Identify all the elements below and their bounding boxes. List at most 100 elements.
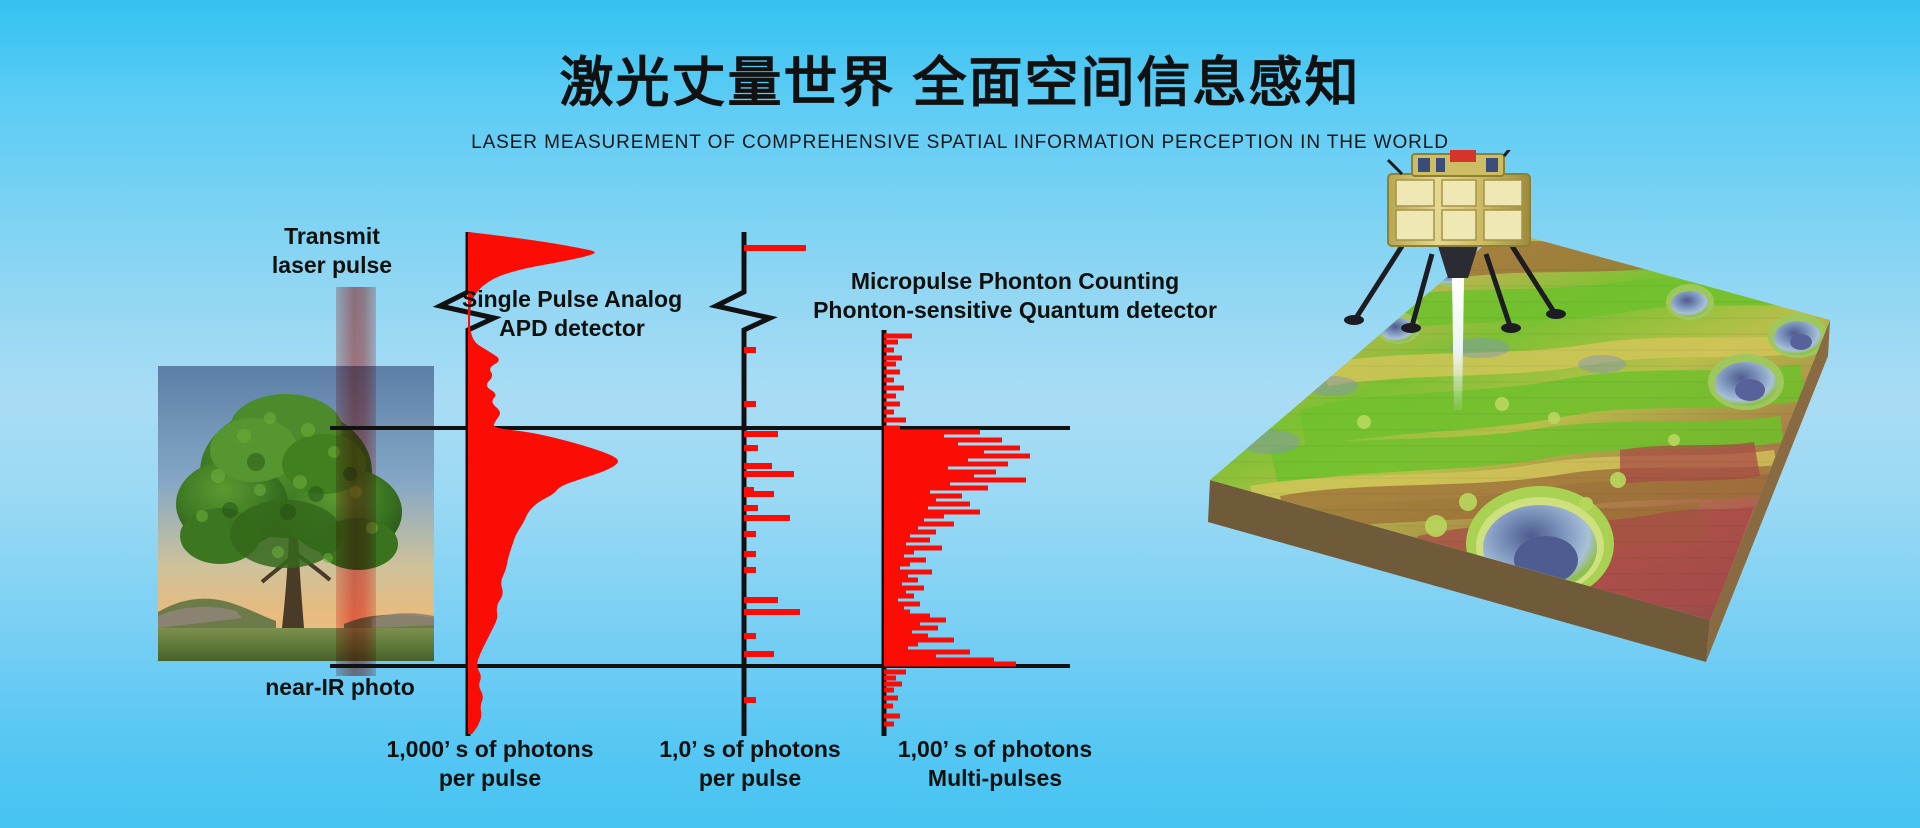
photon-return-bar bbox=[884, 477, 1026, 483]
photon-return-bar bbox=[884, 457, 968, 463]
page-title: 激光丈量世界 全面空间信息感知 bbox=[559, 53, 1361, 113]
photon-return-bar bbox=[884, 473, 974, 479]
crater bbox=[1708, 354, 1784, 410]
photon-return-bar bbox=[884, 513, 944, 519]
photon-return-bar bbox=[884, 493, 962, 499]
lidar-waveform-diagram: Transmit laser pulse Single Pulse Analog… bbox=[158, 223, 1217, 792]
plot-micropulse-photon-counting bbox=[881, 330, 1030, 736]
plot-sparse-photon-counting bbox=[708, 232, 806, 736]
footer-plot3-photon-count: 1,00’ s of photons Multi-pulses bbox=[897, 736, 1093, 792]
photon-return-bar bbox=[744, 463, 772, 469]
photon-return-bar bbox=[884, 453, 1030, 459]
photon-return-bar bbox=[884, 661, 1016, 667]
photon-return-bar bbox=[884, 465, 948, 471]
photon-return-bar bbox=[884, 675, 896, 681]
photon-return-bar bbox=[884, 545, 942, 551]
photon-return-bar bbox=[884, 613, 930, 619]
photon-return-bar bbox=[884, 617, 946, 623]
photon-return-bar bbox=[884, 489, 930, 495]
photon-return-bar bbox=[884, 605, 904, 611]
crater bbox=[1768, 314, 1828, 358]
plot1-waveform-fill bbox=[468, 232, 618, 734]
photon-return-bar bbox=[884, 505, 928, 511]
photon-return-bar bbox=[884, 361, 896, 367]
elevation-terrain-mesh bbox=[1208, 230, 1830, 662]
photon-return-bar bbox=[744, 567, 756, 573]
photon-return-bar bbox=[884, 549, 914, 555]
photon-return-bar bbox=[884, 695, 898, 701]
photon-return-bar bbox=[884, 347, 894, 353]
photon-return-bar bbox=[744, 445, 758, 451]
label-near-ir-photo: near-IR photo bbox=[265, 674, 415, 700]
photon-return-bar bbox=[884, 577, 918, 583]
photon-return-bar bbox=[884, 525, 918, 531]
photon-return-bar bbox=[884, 437, 1002, 443]
photon-return-bar bbox=[884, 445, 1020, 451]
photon-return-bar bbox=[884, 609, 910, 615]
plot-single-pulse-analog bbox=[432, 232, 618, 736]
photon-return-bar bbox=[744, 531, 756, 537]
header: 激光丈量世界 全面空间信息感知 LASER MEASUREMENT OF COM… bbox=[0, 0, 1920, 154]
photon-return-bar bbox=[884, 585, 924, 591]
photon-return-bar bbox=[884, 333, 912, 339]
label-micropulse-photon-counting: Micropulse Phonton Counting Phonton-sens… bbox=[813, 268, 1217, 324]
photon-return-bar bbox=[744, 431, 778, 437]
photon-return-bar bbox=[744, 651, 774, 657]
photon-return-bar bbox=[744, 245, 806, 251]
footer-plot2-photon-count: 1,0’ s of photons per pulse bbox=[659, 736, 841, 792]
photon-return-bar bbox=[744, 347, 756, 353]
photon-return-bar bbox=[884, 589, 906, 595]
photon-return-bar bbox=[884, 441, 958, 447]
transmit-laser-beam bbox=[336, 287, 376, 676]
plot3-bars bbox=[884, 333, 1030, 727]
photon-return-bar bbox=[884, 461, 1008, 467]
photon-return-bar bbox=[744, 505, 758, 511]
photon-return-bar bbox=[884, 593, 914, 599]
photon-return-bar bbox=[744, 697, 756, 703]
photon-return-bar bbox=[744, 401, 756, 407]
plot2-axis bbox=[708, 232, 778, 736]
photon-return-bar bbox=[884, 481, 950, 487]
photon-return-bar bbox=[884, 561, 910, 567]
photon-return-bar bbox=[884, 377, 894, 383]
photon-return-bar bbox=[884, 681, 902, 687]
photon-return-bar bbox=[884, 449, 984, 455]
photon-return-bar bbox=[884, 339, 898, 345]
photon-return-bar bbox=[744, 633, 756, 639]
photon-return-bar bbox=[884, 521, 954, 527]
photon-return-bar bbox=[884, 569, 932, 575]
photon-return-bar bbox=[744, 491, 774, 497]
photon-return-bar bbox=[884, 713, 900, 719]
lunar-lander-terrain-scene bbox=[1150, 150, 1920, 770]
photon-return-bar bbox=[884, 385, 904, 391]
label-transmit-laser-pulse: Transmit laser pulse bbox=[271, 223, 393, 279]
lidar-laser-beam bbox=[1452, 278, 1464, 410]
photon-return-bar bbox=[884, 533, 910, 539]
photon-return-bar bbox=[884, 393, 896, 399]
terrain-scene-graphic bbox=[1208, 150, 1830, 662]
photon-return-bar bbox=[884, 553, 904, 559]
photon-return-bar bbox=[884, 633, 928, 639]
photon-return-bar bbox=[884, 581, 902, 587]
lunar-lander bbox=[1344, 150, 1566, 333]
photon-return-bar bbox=[744, 487, 754, 493]
photon-return-bar bbox=[744, 597, 778, 603]
photon-return-bar bbox=[884, 401, 900, 407]
photon-return-bar bbox=[884, 687, 894, 693]
photon-return-bar bbox=[884, 369, 900, 375]
plot2-bars bbox=[744, 245, 806, 703]
photon-return-bar bbox=[884, 721, 894, 727]
photon-return-bar bbox=[744, 551, 756, 557]
photon-return-bar bbox=[884, 497, 936, 503]
photon-return-bar bbox=[884, 637, 954, 643]
crater bbox=[1666, 284, 1714, 320]
photon-return-bar bbox=[884, 537, 930, 543]
photon-return-bar bbox=[884, 669, 906, 675]
photon-return-bar bbox=[884, 433, 944, 439]
photon-return-bar bbox=[884, 517, 924, 523]
photon-return-bar bbox=[884, 501, 970, 507]
label-single-pulse-analog-apd: Single Pulse Analog APD detector bbox=[461, 286, 683, 342]
photon-return-bar bbox=[884, 625, 938, 631]
photon-return-bar bbox=[744, 515, 790, 521]
photon-return-bar bbox=[884, 645, 908, 651]
